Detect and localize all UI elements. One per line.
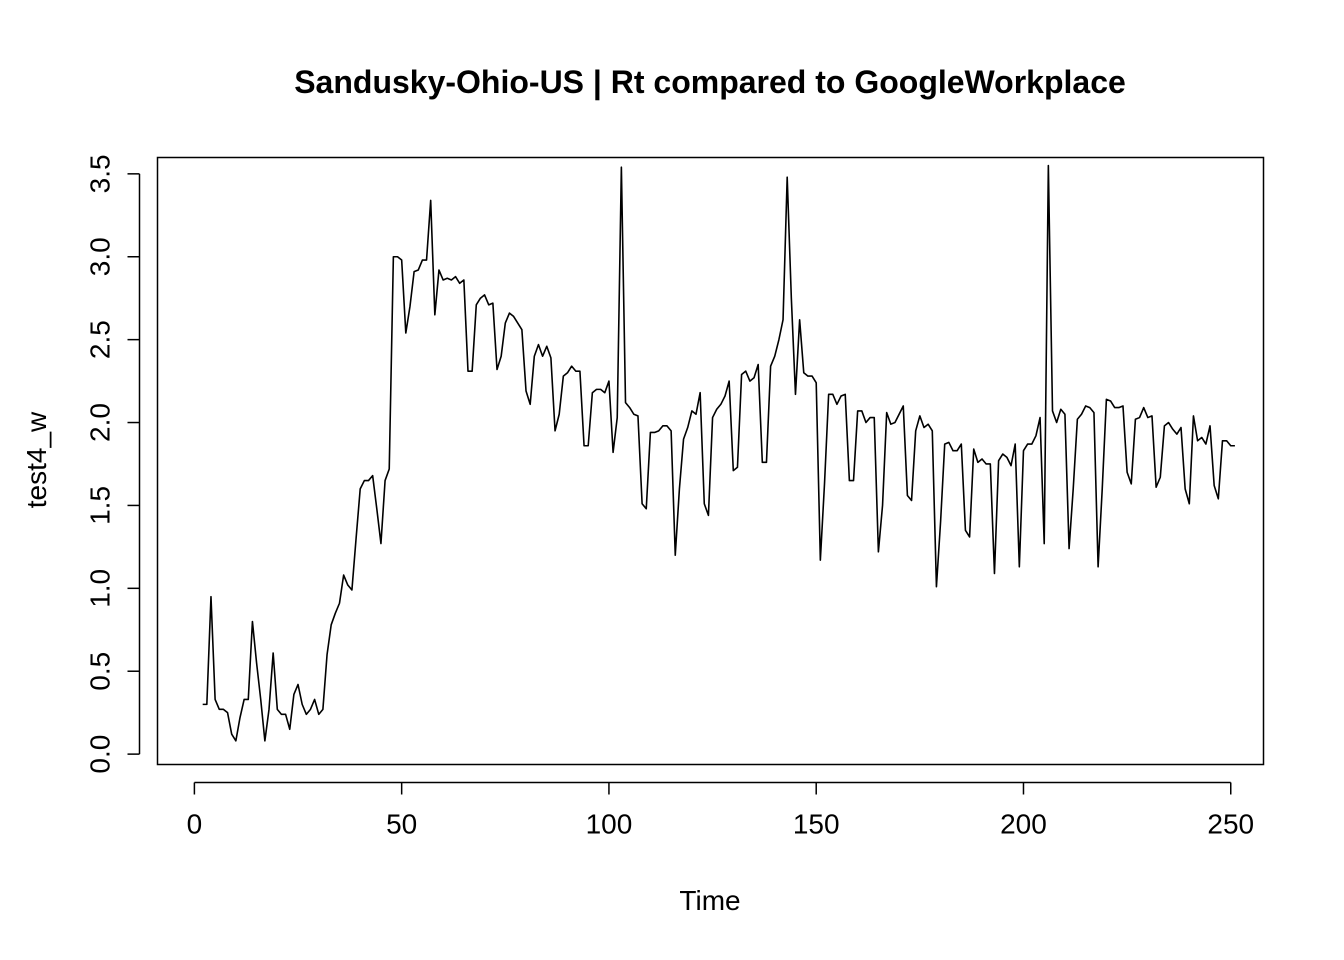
- y-tick-label: 1.0: [85, 569, 116, 608]
- x-axis: 0 50 100 150 200 250: [187, 781, 1254, 840]
- y-tick-label: 2.5: [85, 320, 116, 359]
- y-tick-label: 0.0: [85, 735, 116, 774]
- x-tick-label: 250: [1207, 809, 1254, 840]
- y-axis-label: test4_w: [21, 411, 52, 508]
- series-line: [202, 164, 1235, 742]
- y-tick-label: 1.5: [85, 486, 116, 525]
- plot-frame: [156, 156, 1265, 766]
- x-tick-label: 50: [386, 809, 417, 840]
- x-tick-label: 0: [187, 809, 203, 840]
- y-axis: 0.0 0.5 1.0 1.5 2.0 2.5 3.0 3.5: [85, 154, 141, 774]
- chart-title: Sandusky-Ohio-US | Rt compared to Google…: [294, 64, 1126, 100]
- x-axis-label: Time: [679, 885, 740, 916]
- y-tick-label: 2.0: [85, 403, 116, 442]
- y-tick-label: 0.5: [85, 652, 116, 691]
- y-tick-label: 3.0: [85, 237, 116, 276]
- y-tick-label: 3.5: [85, 154, 116, 193]
- x-tick-label: 100: [586, 809, 633, 840]
- x-tick-label: 200: [1000, 809, 1047, 840]
- x-tick-label: 150: [793, 809, 840, 840]
